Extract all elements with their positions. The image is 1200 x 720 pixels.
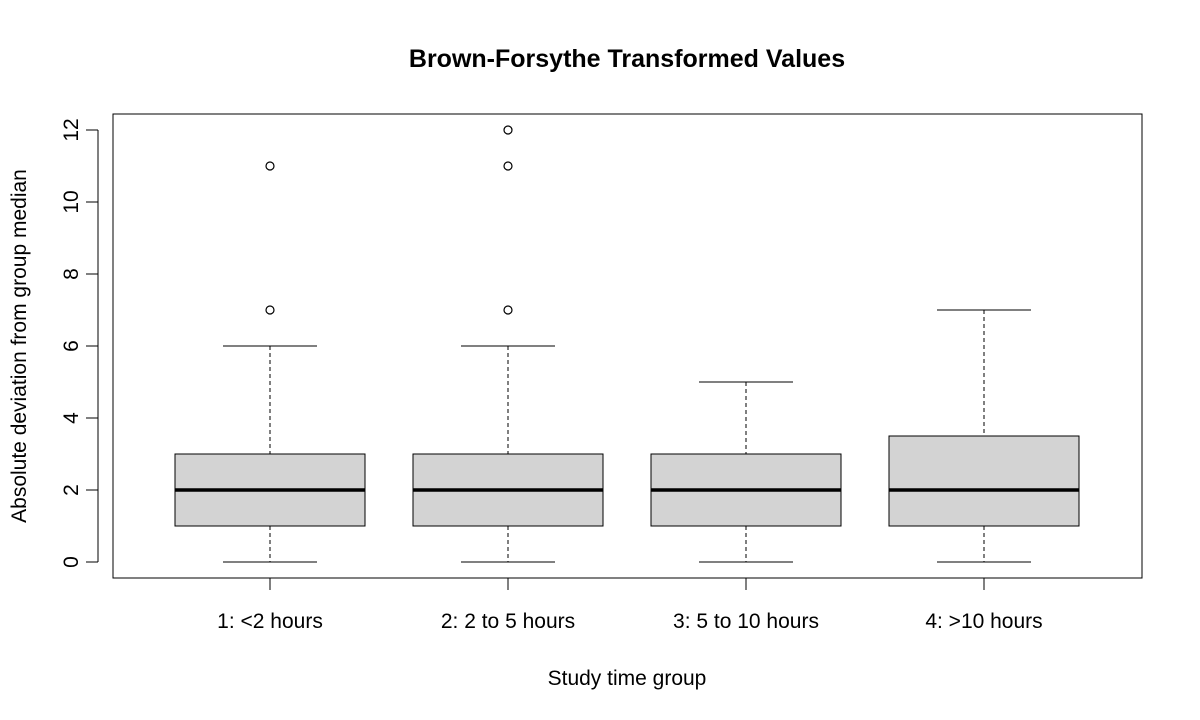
y-tick-label: 8 [60,268,83,280]
y-tick-label: 6 [60,340,83,352]
boxplot-group [174,161,366,563]
y-tick-label: 4 [60,412,83,424]
x-tick-label: 2: 2 to 5 hours [441,610,575,633]
x-tick-label: 1: <2 hours [217,610,323,633]
outlier-point [265,161,275,171]
y-tick-label: 10 [60,190,83,213]
boxplot-group [650,381,842,563]
outlier-point [503,161,513,171]
iqr-box [888,435,1080,527]
y-tick-label: 0 [60,556,83,568]
boxplots [174,125,1080,563]
boxplot-group [412,125,604,563]
outlier-point [265,305,275,315]
y-axis-label: Absolute deviation from group median [8,169,31,523]
y-tick-label: 12 [60,118,83,141]
x-tick-label: 3: 5 to 10 hours [673,610,819,633]
outlier-point [503,125,513,135]
y-tick-label: 2 [60,484,83,496]
chart-title: Brown-Forsythe Transformed Values [409,45,845,73]
x-axis: 1: <2 hours 2: 2 to 5 hours 3: 5 to 10 hou… [217,577,1043,633]
x-axis-label: Study time group [548,667,707,690]
boxplot-group [888,309,1080,563]
y-axis: 0 2 4 6 8 10 12 [60,118,99,568]
x-tick-label: 4: >10 hours [925,610,1042,633]
outlier-point [503,305,513,315]
